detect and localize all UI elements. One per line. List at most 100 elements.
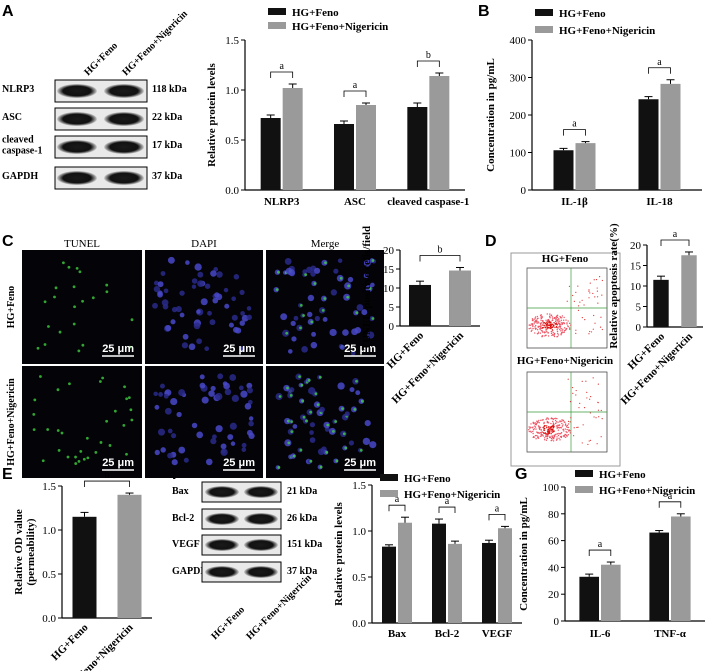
- flow-event: [553, 335, 556, 338]
- flow-event: [583, 304, 585, 306]
- flow-event: [537, 425, 540, 427]
- flow-event: [556, 316, 559, 319]
- flow-event: [559, 327, 561, 329]
- flow-event: [560, 331, 563, 334]
- bar: [260, 118, 281, 190]
- significance-bracket: [388, 504, 406, 512]
- dapi-nucleus: [170, 319, 176, 325]
- flow-event: [575, 291, 577, 293]
- flow-event: [536, 434, 538, 437]
- flow-event: [540, 429, 542, 431]
- flow-plot-title: HG+Feno: [542, 253, 589, 265]
- blot-band-name: cleaved: [2, 135, 34, 146]
- tunel-positive-cell: [77, 349, 81, 353]
- dapi-nucleus: [160, 447, 166, 453]
- tunel-positive-cell: [57, 449, 61, 452]
- significance-bracket: [648, 67, 671, 74]
- flow-event: [557, 318, 560, 320]
- tunel-positive-cell: [78, 270, 82, 274]
- scale-bar-label: 25 μm: [223, 343, 255, 355]
- dapi-nucleus: [210, 270, 217, 277]
- scale-bar-label: 25 μm: [102, 457, 134, 469]
- flow-event: [529, 327, 532, 329]
- bar: [681, 255, 697, 327]
- y-tick-label: 1.0: [352, 526, 366, 538]
- dapi-nucleus: [214, 292, 220, 298]
- flow-event: [553, 425, 555, 428]
- dapi-nucleus: [159, 383, 165, 389]
- scale-bar-label: 25 μm: [102, 343, 134, 355]
- flow-event: [550, 437, 553, 440]
- tunel-positive-cell: [32, 412, 36, 416]
- blot-band-kda: 118 kDa: [152, 84, 187, 95]
- dapi-nucleus: [231, 394, 239, 403]
- tunel-positive-cell: [130, 418, 134, 422]
- significance-bracket: [416, 60, 440, 67]
- bar: [653, 279, 669, 327]
- flow-event: [588, 289, 590, 291]
- flow-event: [567, 423, 570, 425]
- flow-event: [551, 435, 554, 437]
- tunel-positive-cell: [292, 454, 296, 458]
- flow-event: [558, 426, 560, 429]
- flow-event: [536, 318, 539, 320]
- flow-event: [549, 426, 552, 428]
- flow-event: [562, 331, 564, 334]
- blot-band: [244, 539, 278, 551]
- tunel-positive-cell: [36, 346, 40, 350]
- flow-event: [554, 422, 557, 424]
- dapi-nucleus: [342, 329, 349, 336]
- tunel-positive-cell: [313, 282, 317, 285]
- flow-event: [565, 319, 567, 321]
- dapi-nucleus: [208, 390, 215, 397]
- category-label: cleaved caspase-1: [387, 196, 469, 208]
- flow-event: [567, 434, 570, 436]
- category-label: IL-1β: [561, 196, 588, 208]
- flow-event: [533, 428, 535, 430]
- significance-bracket: [343, 90, 367, 97]
- flow-event: [561, 322, 563, 324]
- flow-event: [567, 420, 570, 422]
- dapi-nucleus: [239, 320, 246, 326]
- tunel-positive-cell: [299, 448, 303, 452]
- flow-event: [555, 325, 558, 328]
- dapi-nucleus: [152, 302, 158, 309]
- bar: [72, 516, 97, 618]
- flow-event: [543, 427, 546, 430]
- dapi-nucleus: [370, 282, 375, 288]
- dapi-nucleus: [330, 289, 337, 296]
- category-label: HG+Feno: [385, 329, 427, 371]
- flow-event: [587, 443, 589, 446]
- legend-label: HG+Feno+Nigericin: [559, 25, 655, 37]
- dapi-nucleus: [241, 447, 247, 452]
- category-label: NLRP3: [264, 196, 300, 208]
- dapi-nucleus: [183, 457, 189, 463]
- flow-event: [562, 429, 564, 431]
- tunel-positive-cell: [301, 399, 305, 403]
- dapi-nucleus: [301, 345, 308, 353]
- flow-event: [599, 275, 601, 278]
- flow-event: [537, 435, 539, 438]
- bar: [649, 532, 669, 621]
- flow-event: [601, 418, 603, 420]
- tunel-positive-cell: [305, 419, 308, 423]
- tunel-positive-cell: [316, 403, 320, 407]
- flow-event: [569, 430, 571, 432]
- dapi-nucleus: [171, 459, 178, 466]
- flow-event: [555, 439, 558, 441]
- flow-event: [554, 419, 557, 422]
- dapi-nucleus: [185, 260, 190, 265]
- chart-a: 0.0 0.5 1.0 1.5 Relative protein levels HG+Fe…: [206, 7, 469, 208]
- bar: [382, 546, 396, 623]
- tunel-positive-cell: [302, 314, 305, 317]
- flow-event: [546, 426, 548, 429]
- y-axis-label: Relative protein levels: [333, 501, 345, 605]
- bar: [671, 516, 691, 621]
- dapi-nucleus: [181, 342, 189, 349]
- flow-event: [550, 425, 553, 428]
- tunel-positive-cell: [81, 299, 84, 303]
- tunel-positive-cell: [310, 320, 314, 324]
- dapi-nucleus: [209, 319, 216, 326]
- flow-event: [596, 287, 598, 289]
- tunel-positive-cell: [368, 287, 372, 290]
